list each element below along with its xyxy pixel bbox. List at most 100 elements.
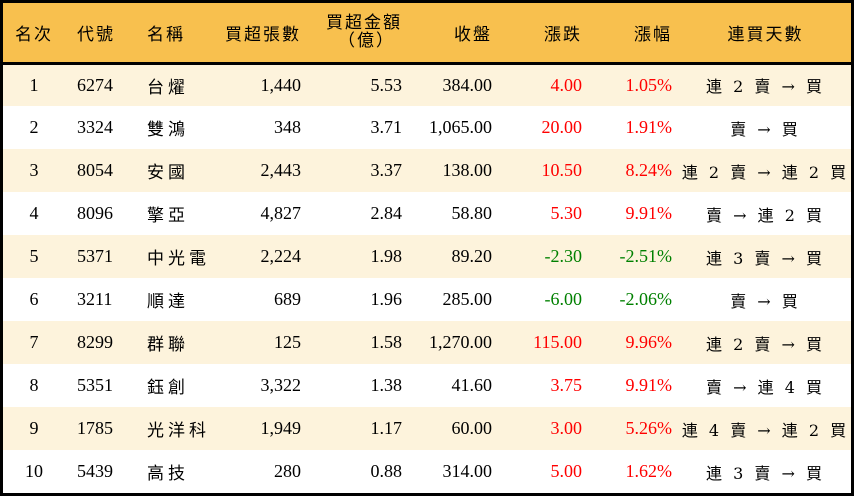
cell-name: 順達 bbox=[147, 292, 189, 312]
cell-rank: 8 bbox=[29, 375, 39, 395]
table-row: 5 5371 中光電 2,224 1.98 89.20 -2.30 -2.51% 連 3 賣 →… bbox=[3, 235, 851, 278]
table-row: 3 8054 安國 2,443 3.37 138.00 10.50 8.24% 連 2 賣 → … bbox=[3, 149, 851, 192]
net-buy-ranking-table: 名次 代號 名稱 買超張數 買超金額 （億） 收盤 漲跌 漲幅 連買天數 1 62… bbox=[3, 3, 851, 493]
cell-change: -6.00 bbox=[544, 289, 583, 309]
cell-net-buy-lots: 2,443 bbox=[260, 160, 302, 180]
table-body: 1 6274 台燿 1,440 5.53 384.00 4.00 1.05% 連 2 賣 → 買… bbox=[3, 63, 851, 493]
cell-change-pct: 8.24% bbox=[625, 160, 673, 180]
cell-name: 雙鴻 bbox=[147, 120, 189, 140]
cell-code: 5439 bbox=[77, 461, 113, 481]
cell-net-buy-lots: 689 bbox=[274, 289, 301, 309]
cell-change: 5.00 bbox=[550, 461, 583, 481]
cell-change: -2.30 bbox=[544, 246, 583, 266]
table-header: 名次 代號 名稱 買超張數 買超金額 （億） 收盤 漲跌 漲幅 連買天數 bbox=[3, 3, 851, 63]
cell-code: 1785 bbox=[77, 418, 113, 438]
cell-buy-streak: 賣 → 連 4 買 bbox=[706, 377, 825, 397]
cell-net-buy-amount: 1.38 bbox=[370, 375, 403, 395]
cell-name: 光洋科 bbox=[147, 421, 210, 441]
table-row: 1 6274 台燿 1,440 5.53 384.00 4.00 1.05% 連 2 賣 → 買 bbox=[3, 63, 851, 106]
cell-code: 6274 bbox=[77, 74, 113, 95]
cell-rank: 3 bbox=[29, 160, 39, 180]
cell-change-pct: 9.91% bbox=[625, 203, 673, 223]
cell-change-pct: 1.62% bbox=[625, 461, 673, 481]
cell-code: 8299 bbox=[77, 332, 113, 352]
cell-net-buy-amount: 1.58 bbox=[370, 332, 403, 352]
header-buy-streak: 連買天數 bbox=[727, 24, 804, 45]
cell-net-buy-lots: 348 bbox=[274, 117, 301, 137]
cell-buy-streak: 賣 → 買 bbox=[730, 291, 801, 311]
cell-close: 41.60 bbox=[451, 375, 493, 395]
cell-name: 安國 bbox=[147, 163, 189, 183]
header-row: 名次 代號 名稱 買超張數 買超金額 （億） 收盤 漲跌 漲幅 連買天數 bbox=[3, 3, 851, 63]
table-row: 7 8299 群聯 125 1.58 1,270.00 115.00 9.96% 連 2 賣 →… bbox=[3, 321, 851, 364]
cell-change-pct: 1.91% bbox=[625, 117, 673, 137]
cell-buy-streak: 連 2 賣 → 買 bbox=[706, 334, 825, 354]
cell-change-pct: -2.51% bbox=[619, 246, 673, 266]
cell-net-buy-lots: 1,440 bbox=[260, 74, 302, 95]
table-row: 8 5351 鈺創 3,322 1.38 41.60 3.75 9.91% 賣 → 連 4 買 bbox=[3, 364, 851, 407]
cell-rank: 10 bbox=[25, 461, 43, 481]
cell-rank: 2 bbox=[29, 117, 39, 137]
table-row: 9 1785 光洋科 1,949 1.17 60.00 3.00 5.26% 連 4 賣 → 連… bbox=[3, 407, 851, 450]
cell-name: 高技 bbox=[147, 464, 189, 484]
cell-buy-streak: 連 3 賣 → 買 bbox=[706, 248, 825, 268]
cell-buy-streak: 賣 → 連 2 買 bbox=[706, 205, 825, 225]
table-row: 6 3211 順達 689 1.96 285.00 -6.00 -2.06% 賣 → 買 bbox=[3, 278, 851, 321]
cell-close: 60.00 bbox=[451, 418, 493, 438]
cell-net-buy-lots: 2,224 bbox=[260, 246, 302, 266]
cell-net-buy-lots: 280 bbox=[274, 461, 301, 481]
cell-name: 群聯 bbox=[147, 335, 189, 355]
cell-rank: 5 bbox=[29, 246, 39, 266]
cell-net-buy-amount: 0.88 bbox=[370, 461, 403, 481]
cell-change: 115.00 bbox=[533, 332, 582, 352]
cell-buy-streak: 連 4 賣 → 連 2 買 bbox=[681, 420, 850, 440]
header-close: 收盤 bbox=[454, 24, 492, 45]
cell-name: 台燿 bbox=[147, 77, 189, 98]
cell-close: 58.80 bbox=[451, 203, 493, 223]
cell-net-buy-amount: 3.37 bbox=[370, 160, 403, 180]
header-net-buy-amount-label: 買超金額 bbox=[326, 13, 402, 34]
cell-net-buy-amount: 1.98 bbox=[370, 246, 403, 266]
cell-net-buy-lots: 4,827 bbox=[260, 203, 302, 223]
header-change: 漲跌 bbox=[544, 24, 582, 45]
cell-name: 鈺創 bbox=[147, 378, 189, 398]
cell-net-buy-amount: 1.17 bbox=[370, 418, 403, 438]
cell-change: 5.30 bbox=[550, 203, 583, 223]
cell-change: 20.00 bbox=[541, 117, 583, 137]
cell-net-buy-lots: 1,949 bbox=[260, 418, 302, 438]
cell-code: 3324 bbox=[77, 117, 113, 137]
table-row: 4 8096 擎亞 4,827 2.84 58.80 5.30 9.91% 賣 → 連 2 買 bbox=[3, 192, 851, 235]
cell-change-pct: 1.05% bbox=[625, 74, 673, 95]
cell-change-pct: 9.96% bbox=[625, 332, 673, 352]
cell-close: 314.00 bbox=[442, 461, 493, 481]
header-code: 代號 bbox=[77, 24, 115, 45]
cell-change-pct: -2.06% bbox=[619, 289, 673, 309]
cell-net-buy-amount: 5.53 bbox=[370, 74, 403, 95]
cell-change: 10.50 bbox=[541, 160, 583, 180]
cell-close: 285.00 bbox=[442, 289, 493, 309]
header-net-buy-lots: 買超張數 bbox=[225, 24, 301, 45]
header-net-buy-amount-unit: （億） bbox=[338, 31, 395, 52]
cell-buy-streak: 連 2 賣 → 買 bbox=[706, 77, 825, 97]
header-name: 名稱 bbox=[147, 24, 185, 45]
table-row: 10 5439 高技 280 0.88 314.00 5.00 1.62% 連 3 賣 → 買 bbox=[3, 450, 851, 493]
cell-change: 3.75 bbox=[550, 375, 583, 395]
cell-rank: 6 bbox=[29, 289, 39, 309]
cell-code: 5351 bbox=[77, 375, 113, 395]
cell-change: 4.00 bbox=[550, 74, 583, 95]
cell-rank: 9 bbox=[29, 418, 39, 438]
cell-close: 1,065.00 bbox=[429, 117, 492, 137]
cell-change: 3.00 bbox=[550, 418, 583, 438]
cell-net-buy-amount: 1.96 bbox=[370, 289, 403, 309]
cell-close: 1,270.00 bbox=[429, 332, 492, 352]
cell-close: 89.20 bbox=[451, 246, 493, 266]
cell-code: 5371 bbox=[77, 246, 113, 266]
cell-net-buy-amount: 3.71 bbox=[370, 117, 403, 137]
cell-net-buy-lots: 3,322 bbox=[260, 375, 302, 395]
cell-buy-streak: 連 3 賣 → 買 bbox=[706, 463, 825, 483]
cell-name: 擎亞 bbox=[147, 206, 189, 226]
header-change-pct: 漲幅 bbox=[634, 24, 672, 45]
header-rank: 名次 bbox=[15, 24, 53, 45]
cell-rank: 4 bbox=[29, 203, 39, 223]
cell-change-pct: 9.91% bbox=[625, 375, 673, 395]
